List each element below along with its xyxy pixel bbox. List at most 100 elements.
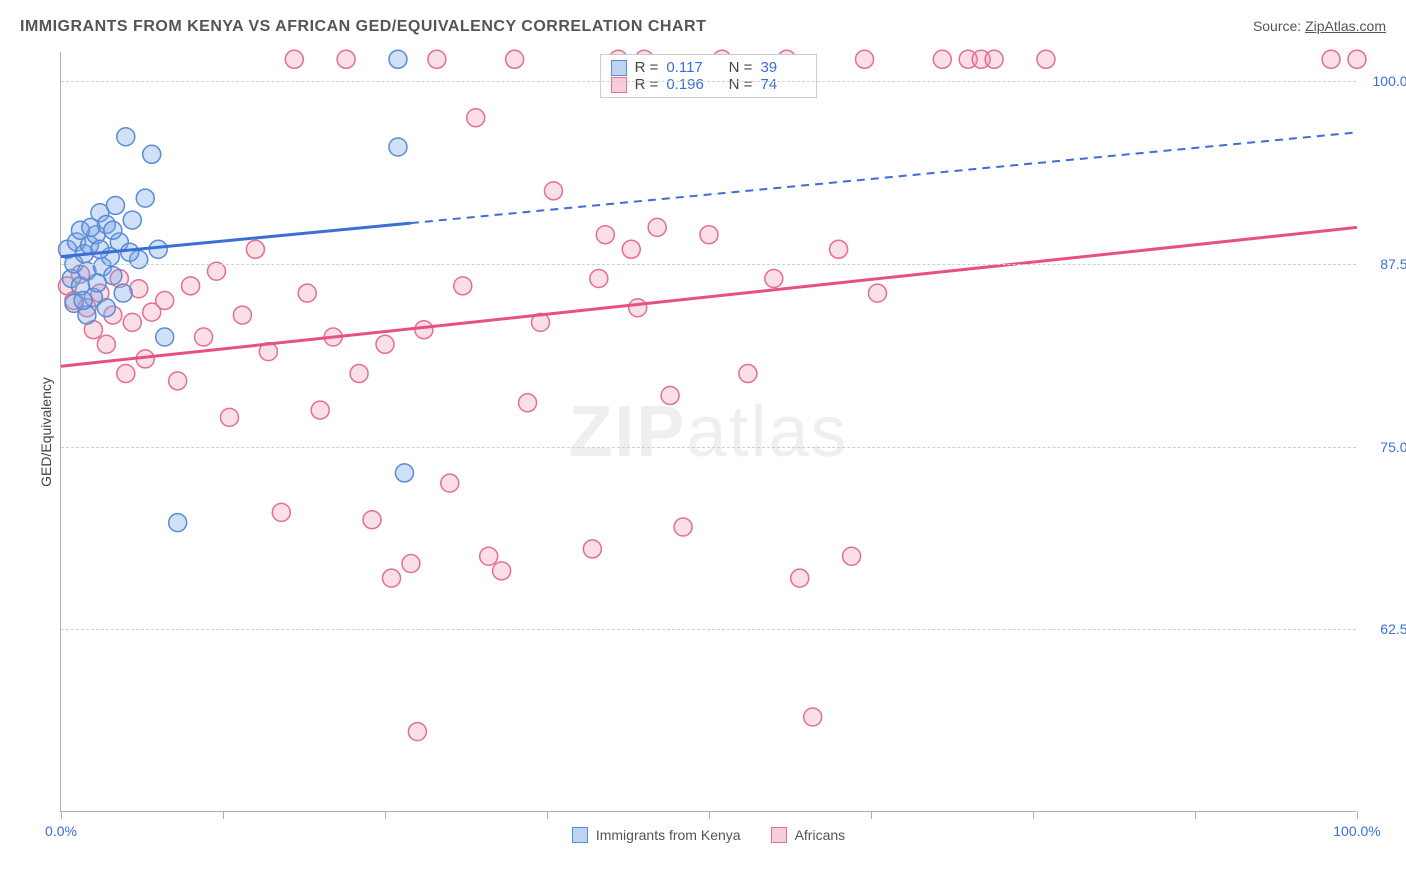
stats-swatch [611,77,627,93]
scatter-point [415,321,433,339]
x-tick [385,811,386,819]
scatter-point [583,540,601,558]
x-tick-label: 0.0% [45,823,77,839]
scatter-point [233,306,251,324]
scatter-point [408,723,426,741]
scatter-point [1037,50,1055,68]
scatter-point [402,555,420,573]
scatter-point [933,50,951,68]
legend-item[interactable]: Immigrants from Kenya [572,827,741,843]
scatter-point [156,291,174,309]
scatter-point [82,218,100,236]
y-axis-title: GED/Equivalency [38,377,54,487]
x-tick [1357,811,1358,819]
scatter-point [856,50,874,68]
scatter-point [493,562,511,580]
x-tick [709,811,710,819]
scatter-point [661,386,679,404]
scatter-point [117,128,135,146]
scatter-point [311,401,329,419]
scatter-point [467,109,485,127]
scatter-point [114,284,132,302]
stats-N-label: N = [720,59,752,76]
gridline-h [61,264,1356,265]
scatter-point [441,474,459,492]
stats-row: R = 0.117 N = 39 [611,59,807,76]
scatter-point [91,240,109,258]
stats-N-value: 74 [760,76,806,93]
source-link[interactable]: ZipAtlas.com [1305,18,1386,34]
scatter-point [220,408,238,426]
source-prefix: Source: [1253,18,1301,34]
legend-swatch [771,827,787,843]
x-tick [223,811,224,819]
stats-box: R = 0.117 N = 39R = 0.196 N = 74 [600,54,818,98]
scatter-point [298,284,316,302]
scatter-point [156,328,174,346]
scatter-point [389,138,407,156]
legend-bottom: Immigrants from Kenya Africans [61,827,1356,843]
scatter-point [337,50,355,68]
scatter-point [74,291,92,309]
y-tick-label: 75.0% [1380,439,1406,455]
legend-label: Africans [795,827,846,843]
scatter-point [791,569,809,587]
scatter-point [97,299,115,317]
scatter-point [389,50,407,68]
legend-label: Immigrants from Kenya [596,827,741,843]
scatter-point [700,226,718,244]
scatter-point [544,182,562,200]
scatter-point [1322,50,1340,68]
scatter-point [428,50,446,68]
scatter-point [195,328,213,346]
scatter-point [506,50,524,68]
gridline-h [61,81,1356,82]
scatter-point [117,365,135,383]
scatter-point [376,335,394,353]
y-tick-label: 87.5% [1380,256,1406,272]
scatter-point [765,270,783,288]
stats-N-label: N = [720,76,752,93]
scatter-point [596,226,614,244]
scatter-point [104,221,122,239]
scatter-point [136,189,154,207]
scatter-point [182,277,200,295]
scatter-point [674,518,692,536]
stats-row: R = 0.196 N = 74 [611,76,807,93]
stats-swatch [611,60,627,76]
legend-item[interactable]: Africans [771,827,846,843]
scatter-point [382,569,400,587]
scatter-point [121,243,139,261]
x-tick-label: 100.0% [1333,823,1380,839]
scatter-point [143,145,161,163]
source-label: Source: ZipAtlas.com [1253,18,1386,34]
y-tick-label: 100.0% [1373,73,1406,89]
scatter-point [519,394,537,412]
scatter-point [868,284,886,302]
stats-R-value: 0.196 [666,76,712,93]
scatter-point [843,547,861,565]
scatter-point [454,277,472,295]
scatter-point [106,196,124,214]
x-tick [871,811,872,819]
scatter-point [395,464,413,482]
scatter-point [123,313,141,331]
x-tick [1033,811,1034,819]
scatter-point [830,240,848,258]
scatter-point [350,365,368,383]
stats-R-label: R = [635,59,659,76]
scatter-point [272,503,290,521]
legend-swatch [572,827,588,843]
scatter-point [123,211,141,229]
scatter-point [985,50,1003,68]
stats-R-label: R = [635,76,659,93]
stats-N-value: 39 [760,59,806,76]
gridline-h [61,447,1356,448]
y-tick-label: 62.5% [1380,621,1406,637]
scatter-point [648,218,666,236]
x-tick [547,811,548,819]
scatter-point [246,240,264,258]
stats-R-value: 0.117 [666,59,712,76]
scatter-point [804,708,822,726]
scatter-point [739,365,757,383]
